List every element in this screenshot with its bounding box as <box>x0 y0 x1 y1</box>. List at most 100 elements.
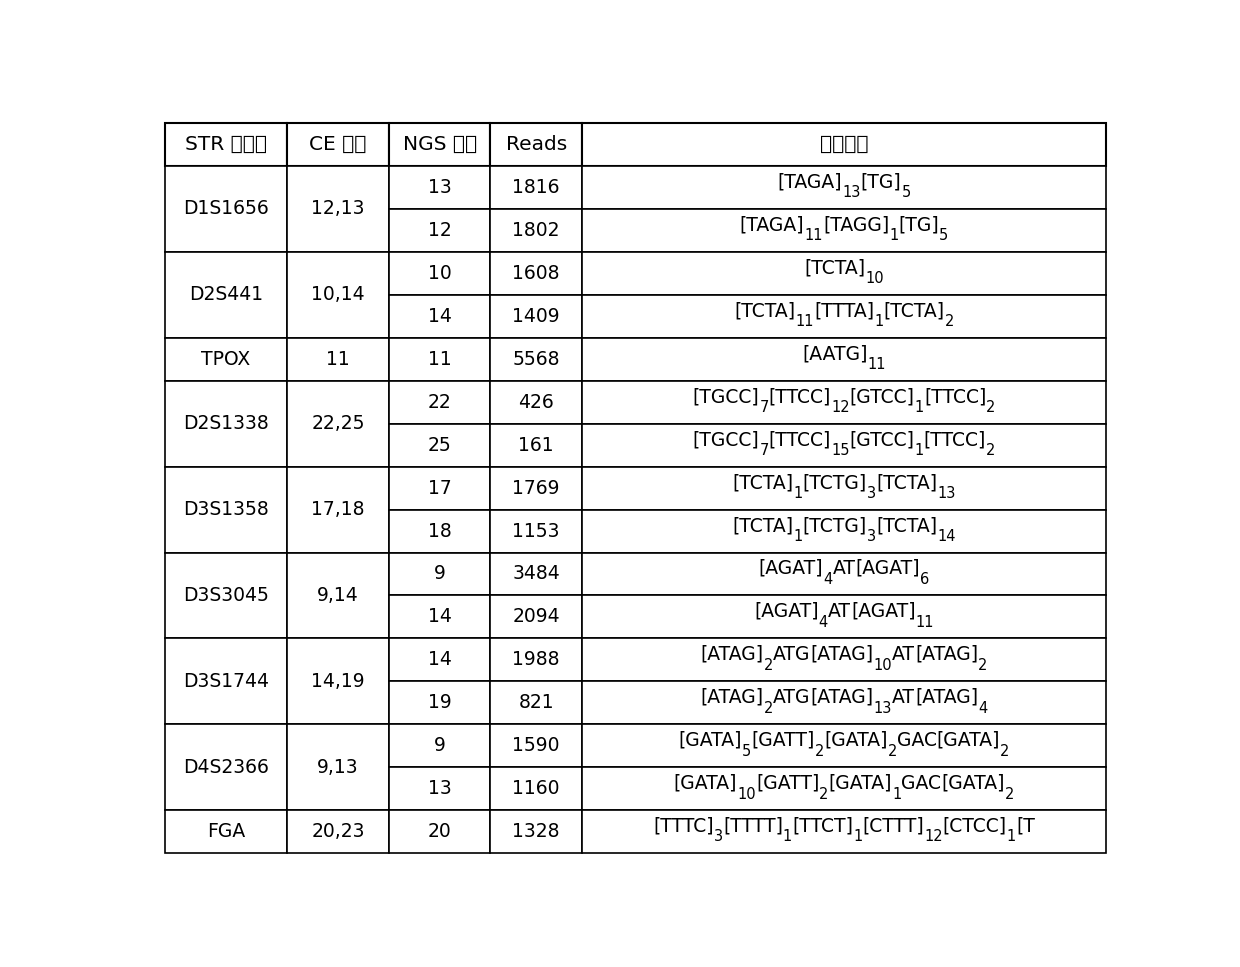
Text: GAC: GAC <box>901 774 941 793</box>
Bar <box>491 596 582 638</box>
Text: 2: 2 <box>815 744 823 758</box>
Bar <box>582 510 1106 552</box>
Bar <box>491 552 582 596</box>
Bar <box>582 552 1106 596</box>
Text: 1153: 1153 <box>512 521 560 541</box>
Text: 1: 1 <box>1007 830 1016 844</box>
Text: [ATAG]: [ATAG] <box>701 645 764 664</box>
Text: 13: 13 <box>842 185 861 200</box>
Text: 9: 9 <box>434 736 445 755</box>
Bar <box>582 467 1106 510</box>
Bar <box>165 124 286 166</box>
Text: 1409: 1409 <box>512 307 560 326</box>
Text: 14,19: 14,19 <box>311 672 365 690</box>
Bar <box>286 638 389 724</box>
Text: [TTCC]: [TTCC] <box>769 430 831 449</box>
Text: [GATT]: [GATT] <box>756 774 820 793</box>
Text: D2S441: D2S441 <box>188 285 263 305</box>
Bar <box>165 251 286 337</box>
Bar <box>491 166 582 209</box>
Text: [TCTA]: [TCTA] <box>733 473 794 492</box>
Text: 5: 5 <box>742 744 751 758</box>
Text: [TGCC]: [TGCC] <box>693 430 759 449</box>
Text: [TCTG]: [TCTG] <box>802 473 867 492</box>
Text: 12: 12 <box>428 220 451 240</box>
Text: 2: 2 <box>986 400 996 415</box>
Text: 1: 1 <box>874 314 883 329</box>
Bar <box>389 381 491 424</box>
Bar <box>389 209 491 251</box>
Text: [TG]: [TG] <box>861 172 901 191</box>
Text: ATG: ATG <box>773 645 811 664</box>
Bar <box>582 166 1106 209</box>
Text: 1590: 1590 <box>512 736 560 755</box>
Text: 7: 7 <box>759 443 769 457</box>
Text: AT: AT <box>892 688 915 707</box>
Text: NGS 分型: NGS 分型 <box>403 135 476 154</box>
Text: 18: 18 <box>428 521 451 541</box>
Text: 1: 1 <box>794 485 802 501</box>
Bar <box>582 295 1106 337</box>
Text: 3: 3 <box>867 529 877 543</box>
Text: [TTCC]: [TTCC] <box>924 387 986 406</box>
Text: 15: 15 <box>831 443 849 457</box>
Text: 2: 2 <box>888 744 897 758</box>
Bar <box>286 467 389 552</box>
Text: 10: 10 <box>738 786 756 802</box>
Text: [TTTT]: [TTTT] <box>723 817 782 835</box>
Text: [GTCC]: [GTCC] <box>849 387 915 406</box>
Text: 1: 1 <box>893 786 901 802</box>
Text: 11: 11 <box>326 350 350 368</box>
Bar <box>165 166 286 251</box>
Text: 2: 2 <box>764 701 774 716</box>
Bar <box>582 337 1106 381</box>
Text: 5568: 5568 <box>512 350 560 368</box>
Text: [TAGG]: [TAGG] <box>823 216 889 234</box>
Bar <box>491 810 582 853</box>
Text: TPOX: TPOX <box>201 350 250 368</box>
Text: 3484: 3484 <box>512 565 560 583</box>
Bar <box>165 381 286 467</box>
Bar <box>491 424 582 467</box>
Text: 17: 17 <box>428 479 451 498</box>
Text: 2: 2 <box>978 658 988 673</box>
Text: 12: 12 <box>924 830 942 844</box>
Text: 25: 25 <box>428 435 451 454</box>
Text: 10: 10 <box>428 264 451 282</box>
Text: FGA: FGA <box>207 822 246 841</box>
Bar <box>286 381 389 467</box>
Text: 13: 13 <box>428 178 451 197</box>
Text: [GATT]: [GATT] <box>751 731 815 749</box>
Bar <box>389 166 491 209</box>
Text: 19: 19 <box>428 693 451 713</box>
Text: 10: 10 <box>874 658 893 673</box>
Text: 14: 14 <box>428 607 451 627</box>
Text: 1769: 1769 <box>512 479 560 498</box>
Text: 11: 11 <box>428 350 451 368</box>
Bar <box>582 381 1106 424</box>
Bar <box>582 124 1106 166</box>
Text: [ATAG]: [ATAG] <box>915 645 978 664</box>
Text: 13: 13 <box>428 779 451 798</box>
Text: 9: 9 <box>434 565 445 583</box>
Text: 11: 11 <box>796 314 813 329</box>
Bar <box>165 638 286 724</box>
Text: 14: 14 <box>937 529 956 543</box>
Text: 821: 821 <box>518 693 554 713</box>
Bar <box>165 337 286 381</box>
Bar <box>491 724 582 767</box>
Bar <box>286 724 389 810</box>
Text: [AGAT]: [AGAT] <box>754 601 818 621</box>
Text: [TCTA]: [TCTA] <box>733 516 794 535</box>
Text: [AGAT]: [AGAT] <box>759 559 823 578</box>
Text: 1: 1 <box>915 400 924 415</box>
Text: 2: 2 <box>945 314 954 329</box>
Bar <box>491 209 582 251</box>
Text: [ATAG]: [ATAG] <box>915 688 978 707</box>
Bar <box>286 251 389 337</box>
Text: 5: 5 <box>901 185 910 200</box>
Text: 161: 161 <box>518 435 554 454</box>
Bar <box>491 337 582 381</box>
Text: [ATAG]: [ATAG] <box>811 688 874 707</box>
Text: 1: 1 <box>794 529 802 543</box>
